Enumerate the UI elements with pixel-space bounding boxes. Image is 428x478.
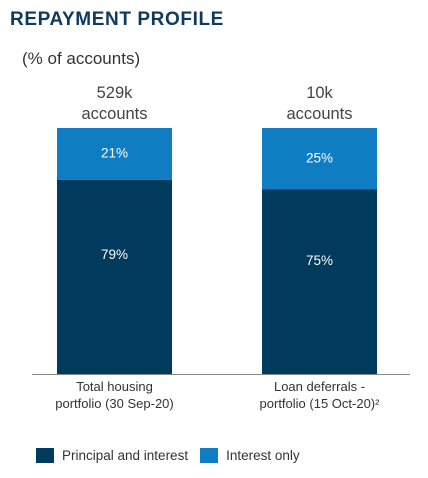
bar-total-unit: accounts (286, 105, 352, 123)
data-label: 79% (101, 247, 128, 262)
data-label: 75% (306, 253, 333, 268)
data-label: 21% (101, 145, 128, 160)
bar-total-count: 10k (306, 84, 333, 102)
legend-label-principal-and-interest: Principal and interest (62, 448, 189, 463)
x-tick-label-line2: portfolio (30 Sep-20) (55, 396, 174, 411)
data-label: 25% (306, 150, 333, 165)
chart-subtitle: (% of accounts) (22, 49, 141, 68)
x-tick-label-line2: portfolio (15 Oct-20)² (260, 396, 381, 411)
legend-item-interest-only: Interest only (200, 448, 300, 463)
chart-title: REPAYMENT PROFILE (10, 9, 224, 30)
x-tick-label-line1: Total housing (76, 379, 153, 394)
chart-legend: Principal and interest Interest only (36, 448, 312, 463)
x-tick-label-line1: Loan deferrals - (274, 379, 365, 394)
bar-total-count: 529k (97, 84, 134, 102)
bar-segment-principal-and-interest-2 (262, 189, 377, 374)
legend-swatch-principal-and-interest (36, 448, 54, 463)
legend-label-interest-only: Interest only (226, 448, 300, 463)
bar-segment-principal-and-interest-1 (57, 179, 172, 374)
legend-swatch-interest-only (200, 448, 219, 463)
bar-segment-interest-only-2 (262, 128, 377, 190)
bar-total-unit: accounts (81, 105, 147, 123)
legend-item-principal-and-interest: Principal and interest (36, 448, 188, 463)
bar-segment-interest-only-1 (57, 128, 172, 180)
